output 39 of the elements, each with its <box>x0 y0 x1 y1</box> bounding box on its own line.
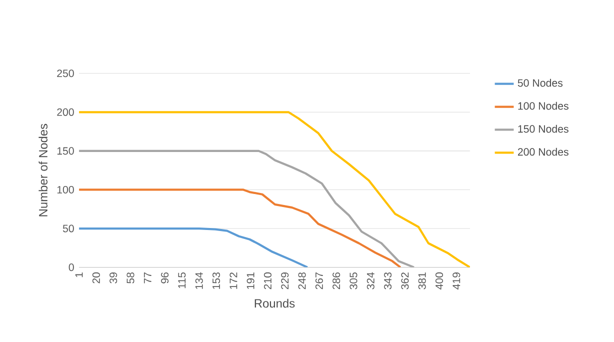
line-series <box>79 188 402 268</box>
y-tick-label: 250 <box>57 70 74 78</box>
y-axis-title: Number of Nodes <box>38 124 48 216</box>
x-tick-label: 343 <box>384 272 392 290</box>
x-axis-title: Rounds <box>254 298 295 308</box>
x-tick-label: 324 <box>366 272 374 290</box>
y-tick-label: 0 <box>68 263 74 271</box>
x-tick-label: 248 <box>298 272 306 290</box>
y-tick-label: 150 <box>57 147 74 155</box>
x-tick-label: 39 <box>110 272 118 284</box>
x-tick-label: 362 <box>401 272 409 290</box>
x-tick-label: 96 <box>161 272 169 284</box>
x-tick-label: 419 <box>452 272 460 290</box>
x-tick-label: 115 <box>178 272 186 288</box>
x-tick-label: 381 <box>418 272 426 290</box>
x-tick-label: 172 <box>230 272 238 289</box>
x-tick-label: 305 <box>350 272 358 290</box>
line-series <box>79 227 309 268</box>
x-tick-label: 58 <box>126 272 134 284</box>
legend-label: 150 Nodes <box>518 124 568 133</box>
legend-label: 200 Nodes <box>518 148 568 156</box>
x-tick-label: 77 <box>144 272 152 284</box>
line-series <box>79 150 416 268</box>
x-tick-label: 134 <box>195 272 203 289</box>
legend-label: 100 Nodes <box>518 102 568 110</box>
x-tick-label: 210 <box>264 272 272 290</box>
x-tick-label: 1 <box>75 272 83 278</box>
x-tick-label: 191 <box>246 272 254 289</box>
line-series <box>79 110 470 268</box>
x-tick-label: 153 <box>212 272 220 289</box>
legend-label: 50 Nodes <box>518 78 563 87</box>
x-tick-label: 286 <box>332 272 340 290</box>
y-tick-label: 100 <box>57 186 74 194</box>
x-tick-label: 20 <box>92 272 100 284</box>
x-tick-label: 267 <box>315 272 323 290</box>
x-tick-label: 229 <box>281 272 289 290</box>
x-tick-label: 400 <box>435 272 444 290</box>
y-tick-label: 50 <box>62 224 74 232</box>
y-tick-label: 200 <box>57 108 74 116</box>
